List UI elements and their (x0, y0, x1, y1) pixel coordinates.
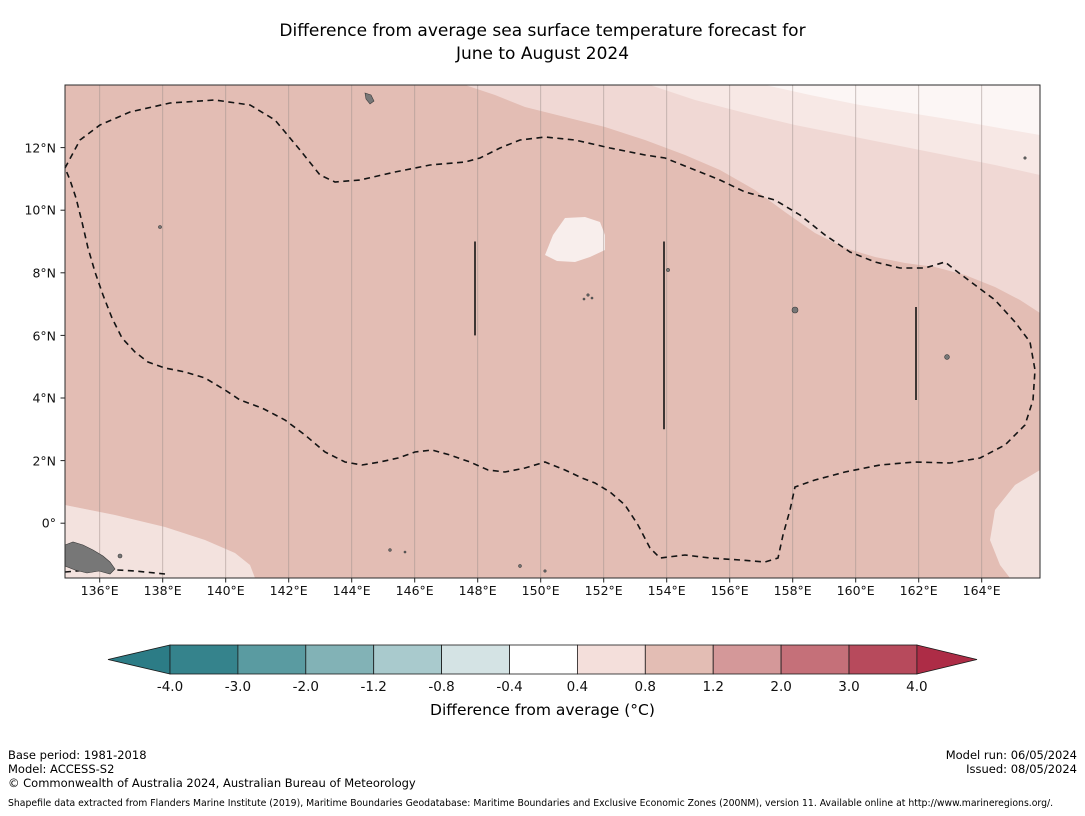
colorbar-tick-label: -2.0 (292, 679, 319, 695)
land-shapes (64, 92, 1027, 575)
x-tick-label: 136°E (80, 583, 119, 598)
model-run-text: Model run: 06/05/2024 (945, 748, 1077, 762)
chart-title-line1: Difference from average sea surface temp… (279, 21, 806, 41)
colorbar-segment (305, 644, 375, 675)
colorbar-tick-label: 1.2 (702, 679, 724, 695)
island (590, 296, 594, 300)
colorbar-segment (509, 644, 578, 675)
island (403, 550, 407, 554)
colorbar (107, 644, 978, 675)
colorbar-tick-label: 0.4 (566, 679, 589, 695)
island (582, 297, 586, 301)
colorbar-tick-label: 0.8 (634, 679, 657, 695)
map-plot (60, 84, 1041, 583)
x-tick-label: 140°E (206, 583, 245, 598)
model-text: Model: ACCESS-S2 (8, 762, 115, 776)
chart-title-line2: June to August 2024 (455, 44, 630, 64)
colorbar-segment (780, 644, 850, 675)
colorbar-segment (848, 644, 918, 675)
colorbar-arrow-left (107, 644, 171, 675)
eez-dashed-boundary (64, 99, 1036, 563)
colorbar-segment (644, 644, 714, 675)
colorbar-tick-label: -1.2 (360, 679, 387, 695)
axis-tick-marks (60, 147, 983, 583)
y-tick-label: 4°N (32, 390, 56, 406)
colorbar-tick-label: 3.0 (838, 679, 860, 695)
footer-right: Model run: 06/05/2024 Issued: 08/05/2024 (946, 748, 1077, 776)
x-tick-label: 162°E (899, 583, 938, 598)
x-tick-label: 156°E (710, 583, 749, 598)
shapefile-attribution-text: Shapefile data extracted from Flanders M… (8, 798, 1054, 809)
colorbar-segment (373, 644, 443, 675)
x-tick-label: 158°E (773, 583, 812, 598)
colorbar-tick-label: -4.0 (156, 679, 184, 695)
kosrae-island (944, 354, 950, 360)
colorbar-segment (237, 644, 307, 675)
colorbar-tick-label: 4.0 (906, 679, 928, 695)
island (543, 569, 547, 573)
colorbar-segment (576, 644, 646, 675)
island (158, 225, 162, 229)
copyright-text: © Commonwealth of Australia 2024, Austra… (8, 776, 416, 790)
island (518, 564, 522, 568)
colorbar-segment (712, 644, 782, 675)
chuuk-island (586, 293, 590, 297)
footer-left: Base period: 1981-2018 Model: ACCESS-S2 … (8, 748, 416, 790)
y-tick-label: 2°N (32, 453, 56, 469)
y-tick-label: 6°N (32, 328, 56, 343)
x-tick-label: 150°E (521, 583, 560, 598)
base-period-text: Base period: 1981-2018 (8, 748, 147, 762)
pohnpei-island (791, 306, 799, 314)
y-tick-label: 10°N (24, 202, 56, 218)
x-tick-label: 154°E (647, 583, 686, 598)
anomaly-patch-southwest (65, 505, 255, 578)
island (1023, 156, 1027, 160)
colorbar-arrow-right (916, 644, 978, 675)
colorbar-segment (169, 644, 239, 675)
y-tick-label: 8°N (32, 265, 56, 281)
colorbar-tick-label: 2.0 (770, 679, 792, 695)
eez-coastal-dashed-segment (64, 568, 166, 575)
colorbar-tick-label: -3.0 (224, 679, 252, 695)
island (666, 268, 670, 272)
colorbar-axis-label: Difference from average (°C) (430, 701, 655, 719)
y-tick-label: 12°N (24, 140, 56, 156)
x-tick-label: 152°E (584, 583, 623, 598)
meridian-gridlines (99, 85, 983, 578)
anomaly-band-northeast-white (765, 85, 1040, 135)
x-tick-label: 144°E (332, 583, 371, 598)
colorbar-tick-label: -0.4 (496, 679, 523, 695)
island (117, 553, 123, 559)
png-coast-land (64, 541, 116, 575)
anomaly-patch-central (545, 217, 605, 262)
x-tick-label: 142°E (269, 583, 308, 598)
eez-sector-lines (474, 241, 917, 430)
map-frame (64, 84, 1041, 579)
x-tick-label: 160°E (836, 583, 875, 598)
y-tick-label: 0° (41, 515, 56, 531)
x-tick-label: 164°E (962, 583, 1001, 598)
x-tick-label: 148°E (458, 583, 497, 598)
island (388, 548, 392, 552)
colorbar-segment (441, 644, 510, 675)
colorbar-tick-label: -0.8 (428, 679, 455, 695)
anomaly-patch-southeast (990, 470, 1040, 578)
x-tick-label: 138°E (143, 583, 182, 598)
chart-title: Difference from average sea surface temp… (0, 20, 1085, 66)
x-tick-label: 146°E (395, 583, 434, 598)
issued-text: Issued: 08/05/2024 (966, 762, 1077, 776)
guam-island (364, 92, 375, 105)
